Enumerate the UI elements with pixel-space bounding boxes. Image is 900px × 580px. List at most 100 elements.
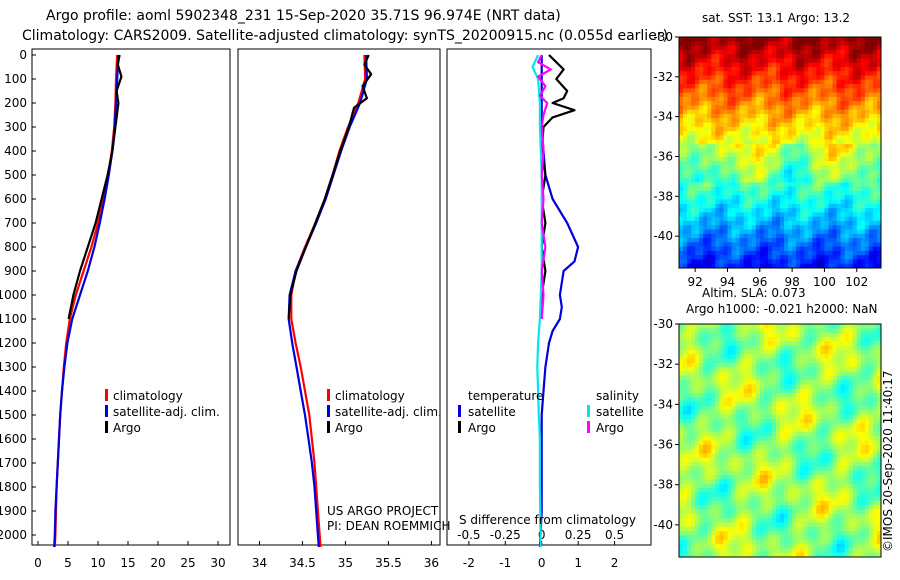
- heatmap-cell: [723, 250, 728, 256]
- heatmap-cell: [868, 186, 874, 192]
- heatmap-cell: [759, 375, 765, 381]
- x-tick-label: -2: [463, 556, 475, 570]
- heatmap-cell: [699, 332, 704, 338]
- heatmap-cell: [759, 118, 765, 123]
- heatmap-cell: [788, 388, 793, 394]
- heatmap-cell: [743, 71, 749, 76]
- heatmap-cell: [856, 156, 862, 162]
- heatmap-cell: [703, 139, 708, 145]
- heatmap-cell: [771, 246, 777, 252]
- heatmap-cell: [812, 148, 817, 153]
- heatmap-cell: [860, 354, 866, 359]
- heatmap-cell: [775, 109, 781, 115]
- heatmap-cell: [751, 148, 757, 153]
- heatmap-cell: [840, 384, 846, 390]
- heatmap-cell: [683, 101, 688, 106]
- lat-tick-label: -40: [653, 229, 673, 243]
- heatmap-cell: [840, 453, 846, 459]
- heatmap-cell: [816, 479, 821, 485]
- heatmap-cell: [751, 58, 757, 64]
- heatmap-cell: [868, 152, 874, 158]
- heatmap-cell: [739, 380, 745, 385]
- heatmap-cell: [731, 161, 736, 166]
- heatmap-cell: [775, 152, 781, 158]
- heatmap-cell: [691, 336, 696, 342]
- heatmap-cell: [864, 208, 870, 213]
- heatmap-cell: [767, 444, 773, 450]
- heatmap-cell: [727, 143, 732, 149]
- heatmap-cell: [747, 492, 753, 497]
- heatmap-cell: [812, 66, 817, 72]
- heatmap-cell: [715, 431, 720, 437]
- heatmap-cell: [828, 414, 833, 420]
- heatmap-cell: [860, 500, 866, 506]
- heatmap-cell: [800, 118, 805, 123]
- heatmap-cell: [832, 109, 837, 115]
- heatmap-cell: [759, 427, 765, 433]
- heatmap-cell: [771, 225, 777, 230]
- heatmap-cell: [695, 37, 700, 42]
- heatmap-cell: [832, 475, 837, 480]
- heatmap-cell: [703, 84, 708, 89]
- heatmap-cell: [824, 135, 829, 141]
- heatmap-cell: [771, 414, 777, 420]
- heatmap-cell: [808, 37, 813, 42]
- heatmap-cell: [788, 418, 793, 424]
- heatmap-cell: [804, 371, 809, 377]
- heatmap-cell: [775, 259, 781, 265]
- heatmap-cell: [796, 148, 801, 153]
- heatmap-cell: [731, 362, 736, 368]
- heatmap-cell: [707, 487, 712, 493]
- heatmap-cell: [820, 487, 825, 493]
- heatmap-cell: [727, 384, 732, 390]
- heatmap-cell: [771, 212, 777, 218]
- heatmap-cell: [832, 84, 837, 89]
- heatmap-cell: [683, 375, 688, 381]
- heatmap-cell: [735, 195, 740, 200]
- heatmap-cell: [792, 255, 797, 260]
- heatmap-cell: [723, 101, 728, 106]
- heatmap-cell: [840, 475, 846, 480]
- heatmap-cell: [719, 423, 724, 428]
- heatmap-cell: [763, 54, 769, 59]
- heatmap-cell: [735, 388, 740, 394]
- heatmap-cell: [796, 487, 801, 493]
- heatmap-cell: [747, 444, 753, 450]
- heatmap-cell: [788, 37, 793, 42]
- heatmap-cell: [707, 431, 712, 437]
- heatmap-cell: [687, 37, 692, 42]
- heatmap-cell: [844, 75, 850, 81]
- heatmap-cell: [836, 479, 841, 485]
- heatmap-cell: [703, 156, 708, 162]
- heatmap-cell: [792, 423, 797, 428]
- heatmap-cell: [828, 423, 833, 428]
- heatmap-cell: [699, 199, 704, 205]
- heatmap-cell: [792, 436, 797, 441]
- heatmap-cell: [691, 212, 696, 218]
- heatmap-cell: [679, 418, 684, 424]
- heatmap-cell: [719, 470, 724, 476]
- heatmap-cell: [775, 92, 781, 98]
- heatmap-cell: [804, 466, 809, 472]
- heatmap-cell: [767, 225, 773, 230]
- heatmap-cell: [796, 397, 801, 403]
- heatmap-cell: [824, 229, 829, 235]
- heatmap-cell: [739, 453, 745, 459]
- heatmap-cell: [703, 423, 708, 428]
- heatmap-cell: [780, 96, 785, 102]
- heatmap-cell: [739, 358, 745, 364]
- heatmap-cell: [832, 263, 837, 269]
- heatmap-cell: [695, 358, 700, 364]
- heatmap-cell: [872, 492, 878, 497]
- heatmap-cell: [800, 139, 805, 145]
- heatmap-cell: [788, 148, 793, 153]
- heatmap-cell: [731, 41, 736, 46]
- heatmap-cell: [800, 462, 805, 467]
- heatmap-cell: [868, 255, 874, 260]
- heatmap-cell: [751, 225, 757, 230]
- heatmap-cell: [703, 118, 708, 123]
- heatmap-cell: [784, 169, 789, 175]
- heatmap-cell: [691, 255, 696, 260]
- heatmap-cell: [864, 169, 870, 175]
- heatmap-cell: [804, 487, 809, 493]
